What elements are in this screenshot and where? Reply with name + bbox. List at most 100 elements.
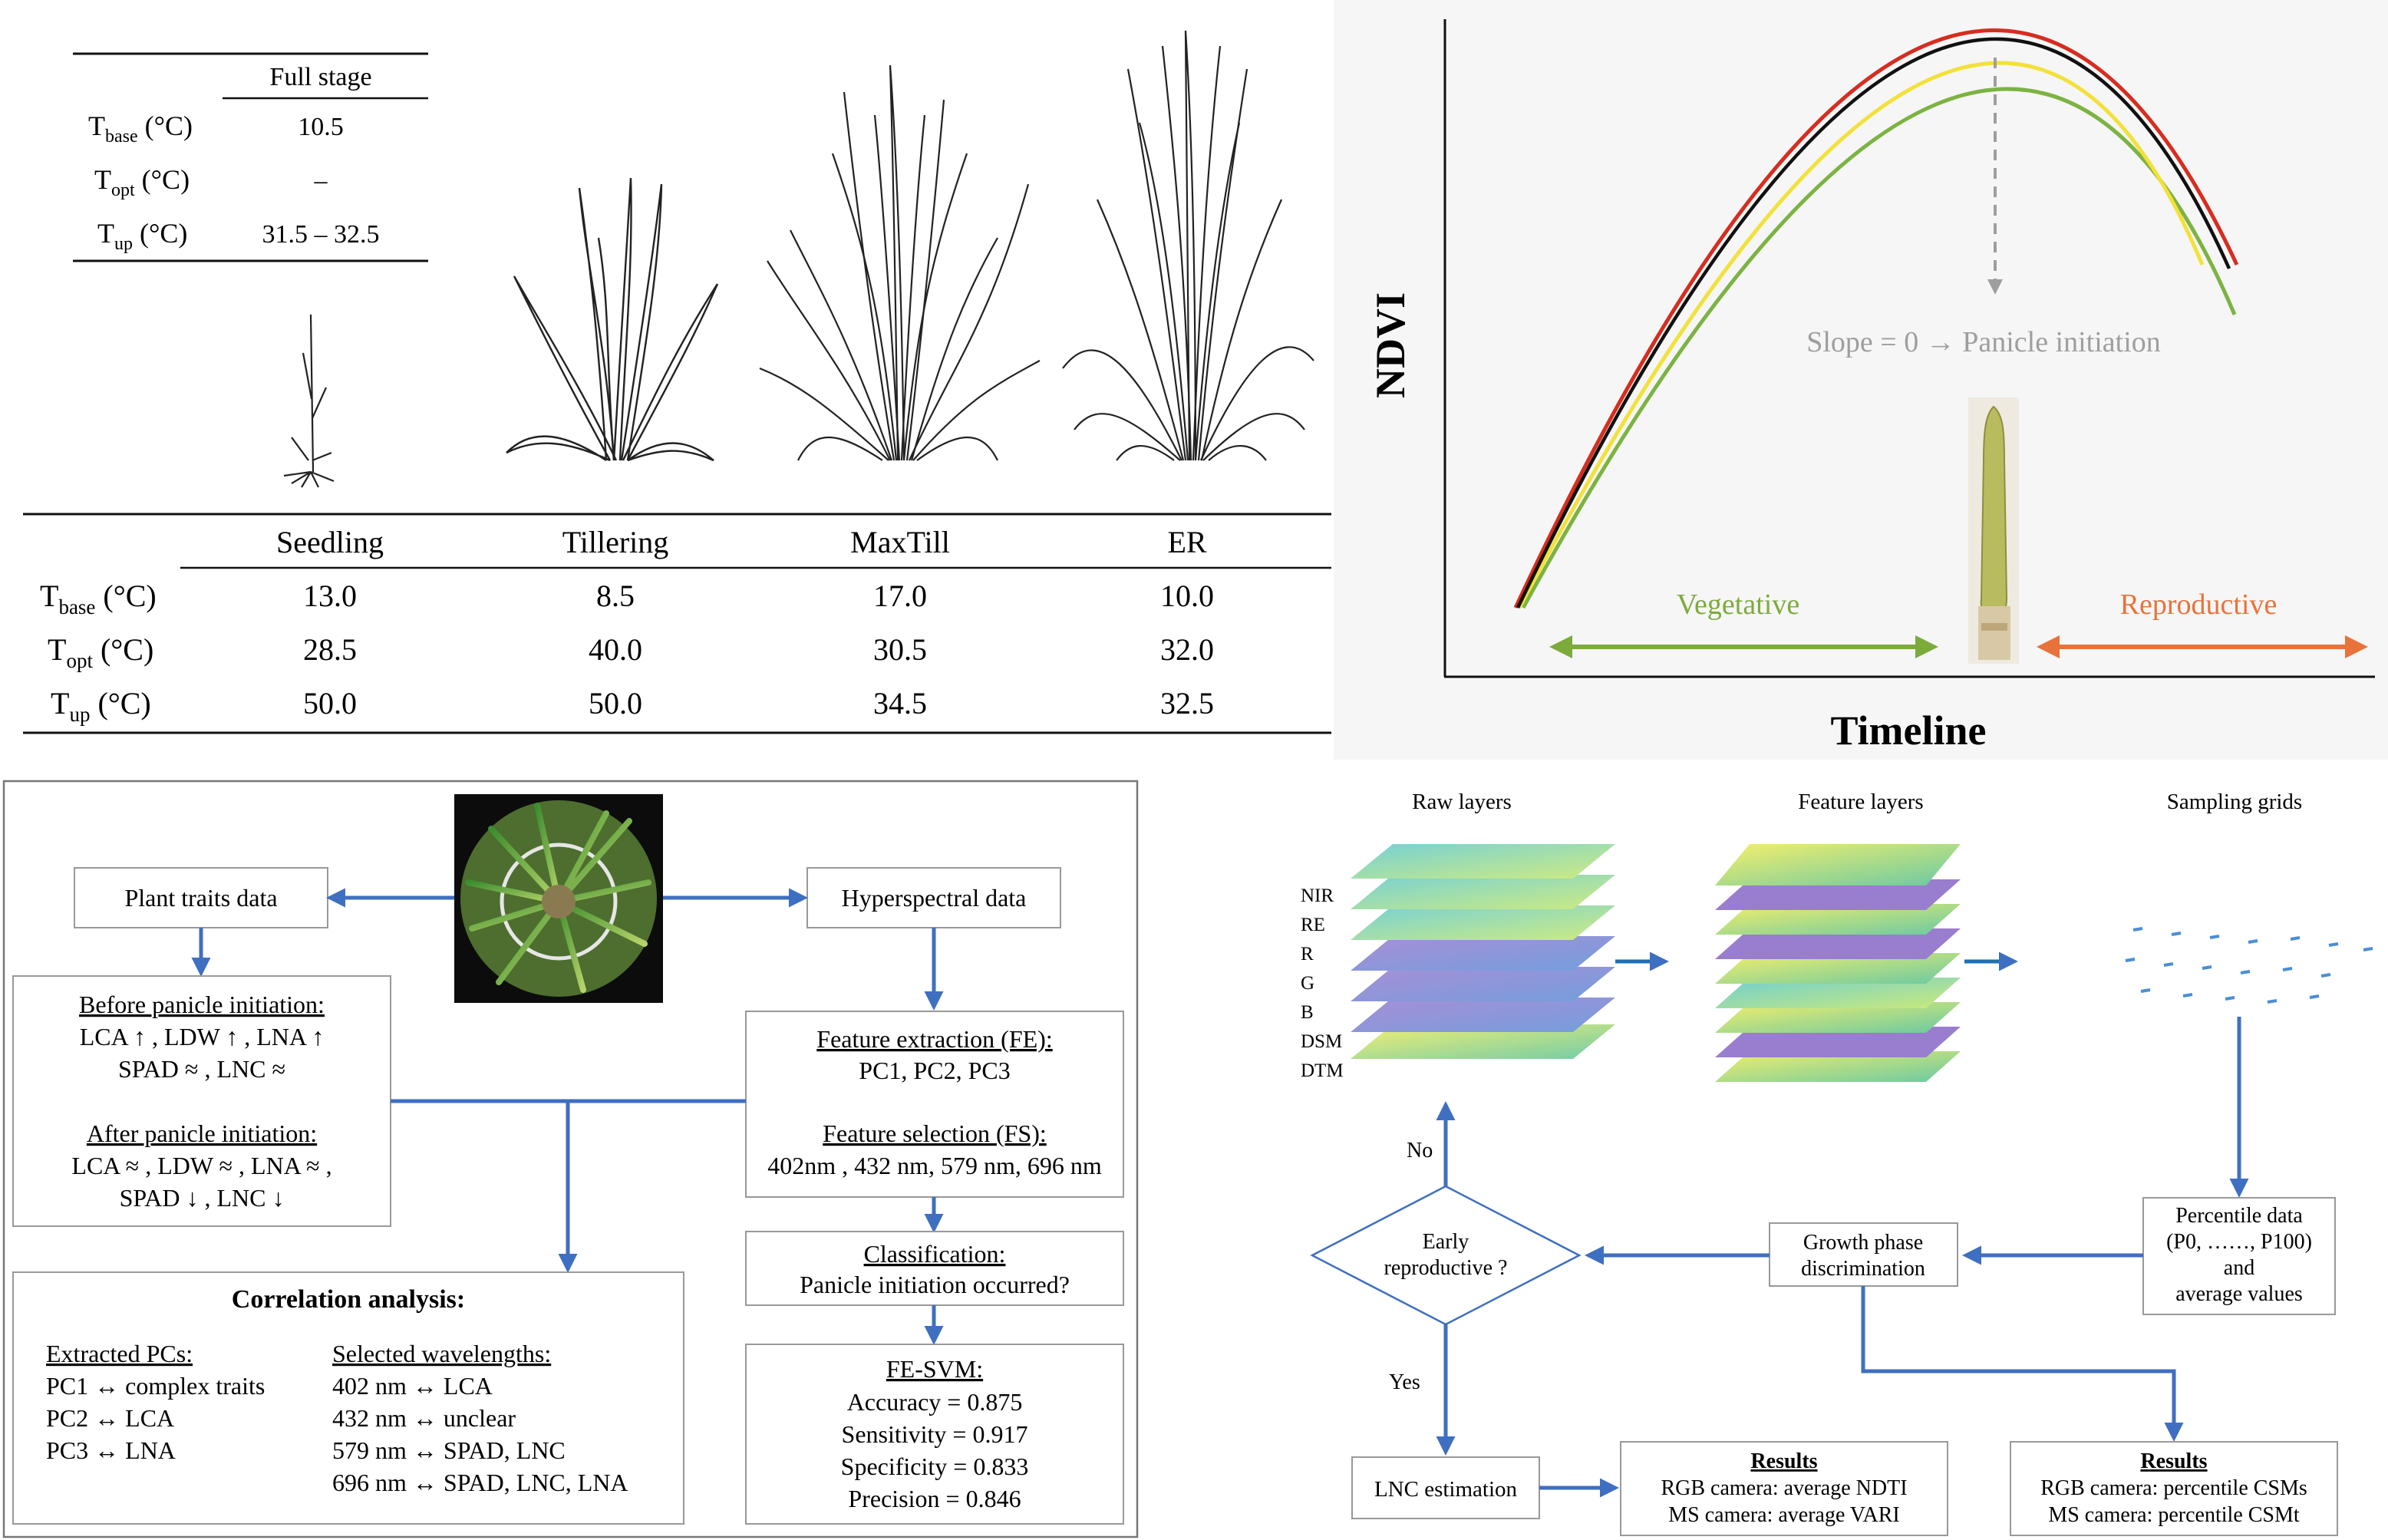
ndvi-plot: NDVI Timeline Slope = 0 → Panicle initia… [1334, 0, 2388, 760]
lnc-box [1351, 1456, 1540, 1519]
results-title: Results [2140, 1449, 2207, 1473]
seedling-plant-drawing [283, 314, 335, 488]
stage-cell: 30.5 [873, 632, 927, 667]
after-line-1: LCA ≈ , LDW ≈ , LNA ≈ , [71, 1152, 331, 1179]
full-stage-header: Full stage [269, 63, 371, 91]
stage-cell: 40.0 [589, 632, 642, 667]
stage-header: ER [1167, 525, 1206, 559]
full-stage-row-value: 10.5 [298, 113, 344, 141]
classification-title: Classification: [864, 1240, 1006, 1268]
layer-label: DSM [1301, 1031, 1342, 1052]
maxtill-plant-drawing [759, 64, 1041, 461]
pcs-title: Extracted PCs: [46, 1340, 193, 1367]
stage-row-param: Tup (°C) [51, 686, 151, 726]
vegetative-label: Vegetative [1677, 589, 1799, 621]
wl-title: Selected wavelengths: [332, 1340, 551, 1367]
early-line: Early [1423, 1230, 1469, 1254]
results-line: RGB camera: average NDTI [1661, 1476, 1907, 1500]
percentile-box [2142, 1197, 2336, 1315]
feature-layers-stack [1715, 844, 1961, 1082]
panicle-photo [1968, 397, 2019, 664]
wl-line: 696 nm ↔ SPAD, LNC, LNA [332, 1469, 628, 1496]
after-line-2: SPAD ↓ , LNC ↓ [120, 1184, 285, 1212]
lnc-label: LNC estimation [1374, 1477, 1518, 1502]
percentile-line: average values [2175, 1282, 2303, 1306]
ndvi-curve-yellow [1517, 61, 2205, 609]
stage-cell: 28.5 [303, 632, 357, 667]
stage-row: Tbase (°C) 13.0 8.5 17.0 10.0 [40, 579, 1214, 618]
stage-cell: 34.5 [873, 686, 927, 721]
svm-metric: Specificity = 0.833 [841, 1453, 1029, 1480]
er-plant-drawing [1062, 30, 1314, 461]
pc-line: PC3 ↔ LNA [46, 1436, 176, 1464]
no-label: No [1407, 1139, 1433, 1162]
svm-metric: Sensitivity = 0.917 [842, 1420, 1028, 1448]
raw-layers-stack [1351, 844, 1615, 1059]
layer-label: B [1301, 1002, 1314, 1023]
fe-svm-box [745, 1344, 1124, 1525]
early-line: reproductive ? [1384, 1256, 1508, 1280]
timeline-axis-label: Timeline [1830, 707, 1986, 754]
full-stage-table: Full stage Tbase (°C) 10.5 Topt (°C) – T… [73, 52, 428, 262]
svm-title: FE-SVM: [886, 1355, 983, 1383]
stage-header: Seedling [276, 525, 384, 559]
svm-metric: Accuracy = 0.875 [847, 1388, 1023, 1416]
before-line-2: SPAD ≈ , LNC ≈ [118, 1055, 285, 1083]
results-box-2 [2010, 1441, 2338, 1536]
layer-label: RE [1301, 915, 1325, 935]
stage-header: Tillering [562, 525, 669, 559]
correlation-box [12, 1271, 684, 1525]
stage-cell: 50.0 [589, 686, 642, 721]
stage-row: Tup (°C) 50.0 50.0 34.5 32.5 [51, 686, 1214, 726]
after-title: After panicle initiation: [87, 1120, 317, 1147]
hyperspectral-label: Hyperspectral data [842, 884, 1027, 912]
stage-cell: 32.0 [1160, 632, 1214, 667]
stage-cell: 50.0 [303, 686, 357, 721]
uav-flow: Raw layers Feature layers Sampling grids… [1301, 790, 2373, 1536]
reproductive-label: Reproductive [2120, 589, 2278, 621]
percentile-line: Percentile data [2175, 1204, 2303, 1228]
hyperspectral-flow: Plant traits data Hyperspectral data Bef… [2, 780, 1139, 1538]
stage-cell: 13.0 [303, 579, 357, 613]
sampling-grid [2125, 927, 2373, 1004]
classification-text: Panicle initiation occurred? [800, 1271, 1070, 1298]
stage-cell: 17.0 [873, 579, 927, 613]
results-line: MS camera: percentile CSMt [2048, 1503, 2300, 1527]
results-title: Results [1750, 1449, 1817, 1473]
results-box-1 [1620, 1441, 1948, 1536]
fs-text: 402nm , 432 nm, 579 nm, 696 nm [767, 1152, 1102, 1179]
results-line: MS camera: average VARI [1668, 1503, 1899, 1527]
feature-layers-title: Feature layers [1798, 790, 1923, 814]
layer-label: G [1301, 973, 1314, 994]
ndvi-curve-red [1513, 28, 2239, 609]
growth-phase-line: Growth phase [1803, 1231, 1923, 1255]
stage-cell: 10.0 [1160, 579, 1214, 613]
fe-text: PC1, PC2, PC3 [859, 1057, 1010, 1084]
fe-title: Feature extraction (FE): [816, 1025, 1052, 1053]
hyperspectral-box [806, 867, 1061, 928]
full-stage-row-param: Topt (°C) [94, 164, 190, 200]
full-stage-row-param: Tbase (°C) [88, 110, 193, 147]
layer-label: NIR [1301, 885, 1334, 906]
full-stage-row-value: – [314, 167, 328, 195]
raw-layers-title: Raw layers [1412, 790, 1512, 814]
ndvi-curve-black [1516, 37, 2231, 608]
percentile-line: and [2224, 1256, 2254, 1280]
stage-row-param: Topt (°C) [48, 632, 153, 672]
layer-label: DTM [1301, 1060, 1344, 1081]
stage-row-param: Tbase (°C) [40, 579, 157, 618]
percentile-line: (P0, ……, P100) [2166, 1230, 2312, 1254]
pc-line: PC2 ↔ LCA [46, 1404, 174, 1432]
ndvi-axis-label: NDVI [1367, 292, 1413, 398]
before-line-1: LCA ↑ , LDW ↑ , LNA ↑ [80, 1023, 325, 1050]
wl-line: 579 nm ↔ SPAD, LNC [332, 1436, 566, 1464]
growth-phase-line: discrimination [1801, 1257, 1925, 1281]
fs-title: Feature selection (FS): [823, 1120, 1046, 1147]
wl-line: 402 nm ↔ LCA [332, 1372, 493, 1400]
classification-box [745, 1231, 1124, 1306]
correlation-title: Correlation analysis: [232, 1285, 465, 1314]
layer-label: R [1301, 944, 1314, 965]
full-stage-row-param: Tup (°C) [97, 218, 187, 254]
svm-metric: Precision = 0.846 [848, 1485, 1021, 1512]
sampling-grids-title: Sampling grids [2167, 790, 2302, 814]
